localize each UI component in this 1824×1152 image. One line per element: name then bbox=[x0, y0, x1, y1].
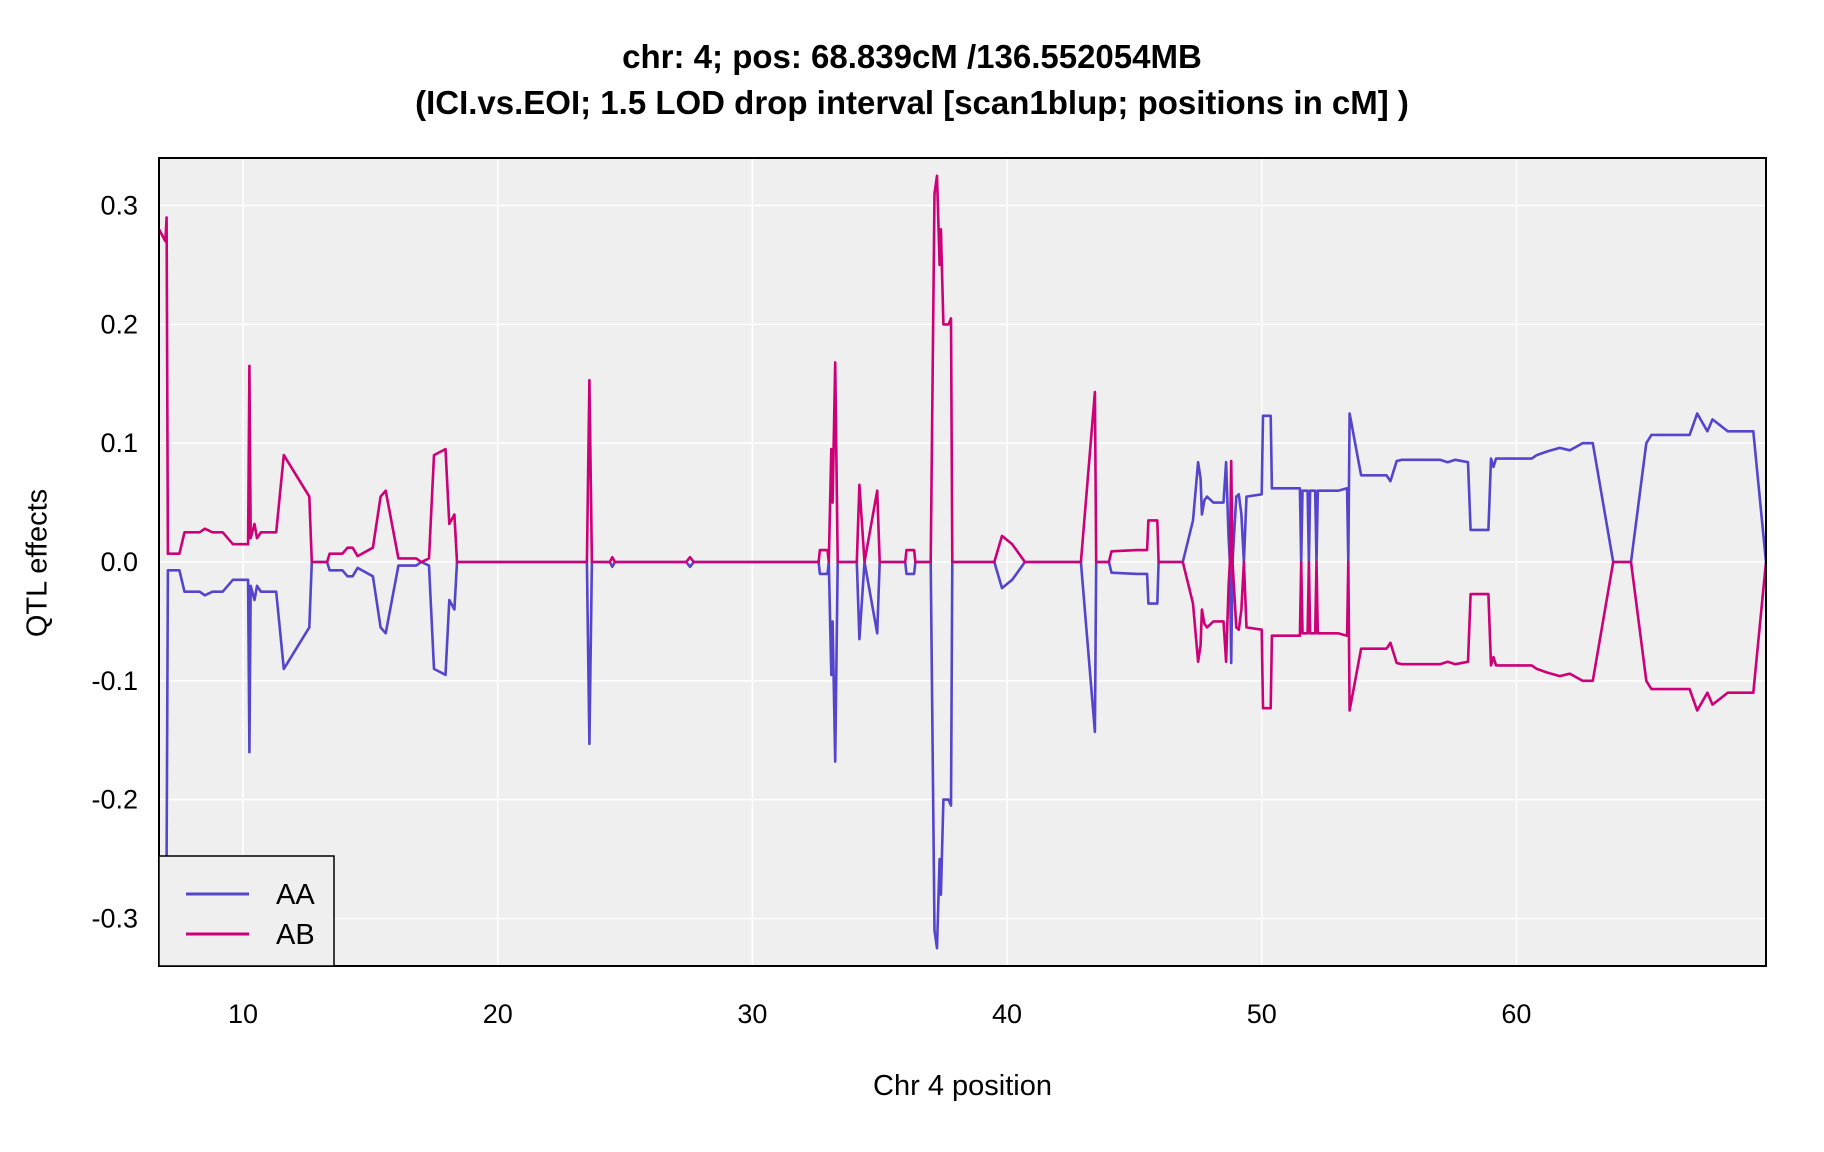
y-tick-label: -0.2 bbox=[91, 785, 138, 815]
y-tick-label: -0.1 bbox=[91, 666, 138, 696]
x-tick-label: 60 bbox=[1501, 999, 1531, 1029]
chart-subtitle: (ICI.vs.EOI; 1.5 LOD drop interval [scan… bbox=[415, 84, 1409, 121]
y-tick-label: -0.3 bbox=[91, 903, 138, 933]
plot-frame bbox=[158, 157, 1767, 967]
x-tick-label: 30 bbox=[737, 999, 767, 1029]
legend-label-aa: AA bbox=[276, 879, 315, 911]
x-tick-label: 40 bbox=[992, 999, 1022, 1029]
series-group bbox=[159, 174, 1766, 950]
x-tick-label: 10 bbox=[228, 999, 258, 1029]
y-tick-label: 0.0 bbox=[100, 547, 138, 577]
legend-box bbox=[158, 855, 335, 967]
y-tick-label: 0.2 bbox=[100, 309, 138, 339]
y-tick-label: 0.1 bbox=[100, 428, 138, 458]
x-tick-label: 50 bbox=[1247, 999, 1277, 1029]
x-tick-label: 20 bbox=[483, 999, 513, 1029]
legend-label-ab: AB bbox=[276, 919, 315, 951]
series-line-ab bbox=[159, 174, 1766, 712]
chart-title: chr: 4; pos: 68.839cM /136.552054MB bbox=[622, 38, 1202, 75]
x-axis-title: Chr 4 position bbox=[873, 1070, 1052, 1102]
y-tick-label: 0.3 bbox=[100, 191, 138, 221]
